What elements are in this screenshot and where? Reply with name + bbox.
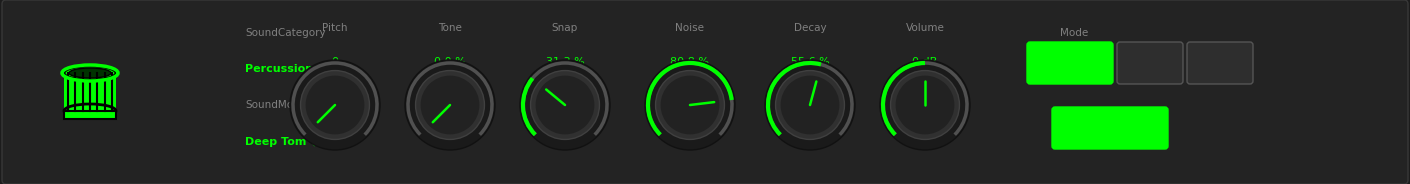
Text: 80.8 %: 80.8 % [671, 57, 709, 67]
Circle shape [891, 70, 959, 139]
Text: Gate: Gate [1207, 58, 1234, 68]
Circle shape [661, 76, 719, 134]
Circle shape [644, 60, 735, 150]
FancyBboxPatch shape [1117, 42, 1183, 84]
Circle shape [405, 60, 495, 150]
Circle shape [766, 60, 854, 150]
Circle shape [656, 70, 725, 139]
FancyBboxPatch shape [1052, 107, 1167, 149]
Text: Pitch: Pitch [323, 23, 348, 33]
Text: Snap: Snap [551, 23, 578, 33]
Text: Percussion ◇: Percussion ◇ [245, 64, 326, 74]
Text: Key Tracking: Key Tracking [1070, 123, 1151, 133]
Ellipse shape [69, 68, 111, 78]
Circle shape [416, 70, 485, 139]
Circle shape [880, 60, 970, 150]
Text: Deep Tom ◇: Deep Tom ◇ [245, 137, 319, 147]
FancyBboxPatch shape [1026, 42, 1112, 84]
Text: Decay: Decay [794, 23, 826, 33]
Text: 0 dB: 0 dB [912, 57, 938, 67]
Circle shape [536, 76, 595, 134]
FancyBboxPatch shape [63, 73, 116, 111]
FancyBboxPatch shape [63, 111, 116, 119]
Circle shape [895, 76, 955, 134]
Ellipse shape [63, 104, 116, 118]
Text: Poly: Poly [1138, 58, 1162, 68]
Text: Volume: Volume [905, 23, 945, 33]
Circle shape [300, 70, 369, 139]
Circle shape [290, 60, 381, 150]
Text: 31.3 %: 31.3 % [546, 57, 584, 67]
Text: Tone: Tone [439, 23, 462, 33]
Circle shape [520, 60, 611, 150]
Text: 0.0 %: 0.0 % [434, 57, 465, 67]
Text: 0: 0 [331, 57, 338, 67]
Text: Mono: Mono [1053, 58, 1087, 68]
Circle shape [420, 76, 479, 134]
Circle shape [776, 70, 845, 139]
Text: 55.6 %: 55.6 % [791, 57, 829, 67]
Text: Mode: Mode [1060, 28, 1089, 38]
Text: SoundModule: SoundModule [245, 100, 316, 110]
Text: SoundCategory: SoundCategory [245, 28, 326, 38]
Circle shape [306, 76, 364, 134]
FancyBboxPatch shape [1187, 42, 1253, 84]
Ellipse shape [63, 66, 116, 80]
Circle shape [530, 70, 599, 139]
Text: Noise: Noise [675, 23, 705, 33]
Circle shape [781, 76, 839, 134]
